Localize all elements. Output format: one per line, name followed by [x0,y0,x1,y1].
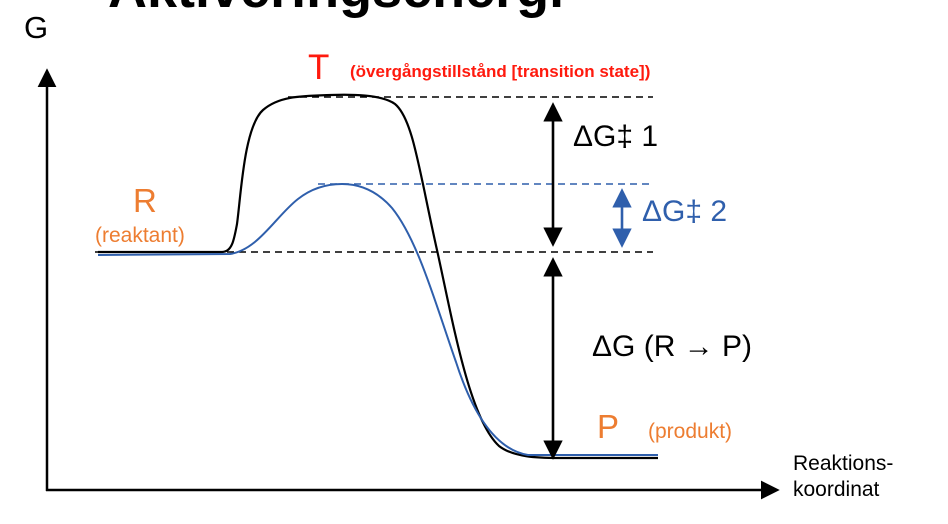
reactant-description: (reaktant) [95,224,185,247]
transition-state-symbol: T [308,48,330,87]
delta-g2-label: ΔG‡ 2 [642,195,728,228]
reactant-symbol: R [133,182,157,219]
delta-g1-label: ΔG‡ 1 [573,120,659,153]
slide-title: Aktiveringsenergi [108,0,564,20]
product-description: (produkt) [648,420,733,443]
x-axis-label-line2: koordinat [793,478,880,501]
catalyzed-energy-curve [97,182,658,456]
y-axis-label: G [24,10,49,45]
delta-g-rp-label: ΔG (R → P) [592,330,753,363]
product-symbol: P [597,408,620,445]
transition-state-description: (övergångstillstånd [transition state]) [350,62,651,81]
x-axis-label-line1: Reaktions- [793,452,894,475]
